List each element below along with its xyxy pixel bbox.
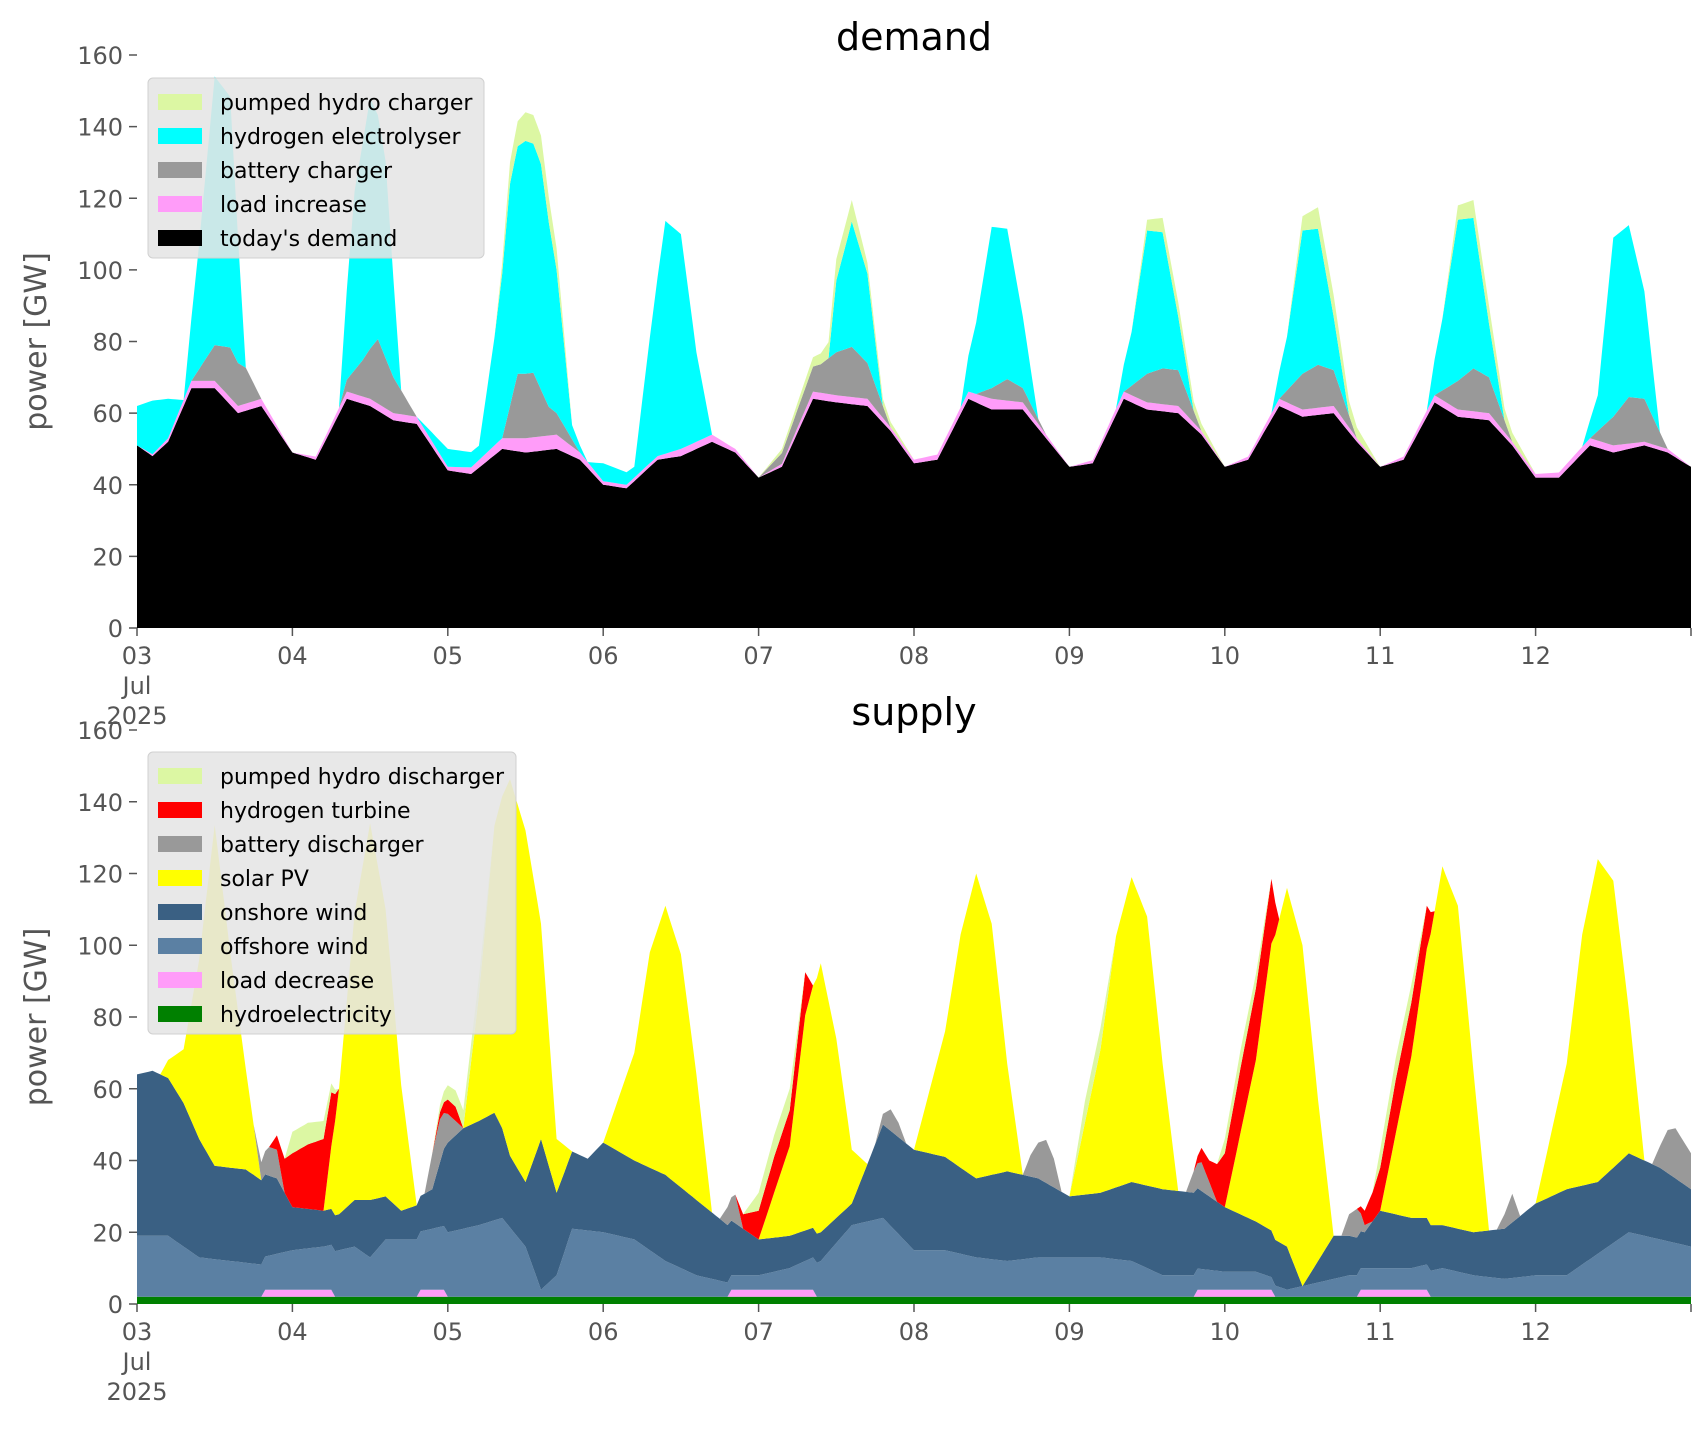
y-tick-label: 60: [92, 400, 123, 428]
legend-label: today's demand: [220, 227, 397, 252]
x-tick-label: 04: [277, 1318, 308, 1346]
y-tick-label: 120: [77, 185, 123, 213]
x-tick-label: 11: [1365, 642, 1396, 670]
area-load-decrease: [137, 1289, 1691, 1297]
chart-title: demand: [836, 15, 992, 59]
x-tick-label: 12: [1520, 642, 1551, 670]
y-tick-label: 20: [92, 1219, 123, 1247]
panel-supply: supply power [GW] 0 20 40 60 80 100 120 140 160 03J…: [19, 690, 1692, 1406]
y-tick-label: 80: [92, 1004, 123, 1032]
legend-label: battery charger: [220, 159, 393, 184]
legend-label: load increase: [220, 193, 367, 218]
y-tick-label: 0: [108, 615, 123, 643]
panel-demand: demand power [GW] 0 20 40 60 80 100 120 140 160 03J…: [19, 15, 1692, 730]
legend-label: pumped hydro charger: [220, 91, 473, 116]
legend-swatch: [158, 802, 202, 818]
legend-label: hydroelectricity: [220, 1003, 392, 1028]
area-hydrogen-electrolyser: [137, 76, 1691, 485]
legend-label: hydrogen electrolyser: [220, 125, 461, 150]
x-tick-label: 08: [899, 1318, 930, 1346]
y-tick-label: 0: [108, 1291, 123, 1319]
legend-swatch: [158, 162, 202, 178]
legend-label: load decrease: [220, 969, 374, 994]
x-tick-label: 06: [588, 1318, 619, 1346]
area-onshore-wind: [137, 1070, 1691, 1290]
y-tick-label: 40: [92, 472, 123, 500]
legend-label: solar PV: [220, 867, 309, 892]
legend-label: hydrogen turbine: [220, 799, 411, 824]
y-tick-label: 60: [92, 1076, 123, 1104]
x-tick-label: 09: [1054, 642, 1085, 670]
y-axis-label: power [GW]: [19, 928, 54, 1107]
y-tick-label: 140: [77, 114, 123, 142]
x-tick-label: 2025: [106, 702, 167, 730]
legend-box: [147, 751, 517, 1035]
area-layers: [137, 779, 1691, 1304]
y-tick-label: 100: [77, 257, 123, 285]
legend: pumped hydro discharger hydrogen turbine b…: [147, 751, 517, 1035]
y-tick-label: 40: [92, 1148, 123, 1176]
y-tick-label: 160: [77, 717, 123, 745]
x-tick-label: 2025: [106, 1378, 167, 1406]
legend-swatch: [158, 904, 202, 920]
area-hydroelectricity: [137, 1296, 1691, 1304]
area-load-increase: [137, 380, 1691, 489]
legend-swatch: [158, 128, 202, 144]
x-tick-label: 03: [122, 642, 153, 670]
area-layers: [137, 76, 1691, 628]
x-tick-label: 12: [1520, 1318, 1551, 1346]
legend-swatch: [158, 938, 202, 954]
legend-swatch: [158, 196, 202, 212]
y-tick-label: 140: [77, 789, 123, 817]
y-tick-label: 80: [92, 329, 123, 357]
legend-swatch: [158, 230, 202, 246]
x-tick-label: 11: [1365, 1318, 1396, 1346]
area-battery-charger: [137, 339, 1691, 485]
x-tick-label: 10: [1210, 642, 1241, 670]
legend-swatch: [158, 836, 202, 852]
y-tick-label: 100: [77, 932, 123, 960]
legend-label: battery discharger: [220, 833, 425, 858]
area-hydrogen-turbine: [137, 779, 1691, 1240]
x-tick-label: Jul: [121, 1348, 152, 1376]
legend-label: pumped hydro discharger: [220, 765, 505, 790]
x-tick-label: 03: [122, 1318, 153, 1346]
y-axis-label: power [GW]: [19, 252, 54, 431]
y-tick-label: 20: [92, 543, 123, 571]
x-tick-label: 07: [743, 642, 774, 670]
y-tick-label: 120: [77, 861, 123, 889]
x-tick-label: 04: [277, 642, 308, 670]
x-tick-label: 09: [1054, 1318, 1085, 1346]
x-tick-label: Jul: [121, 672, 152, 700]
y-tick-label: 160: [77, 42, 123, 70]
x-tick-label: 07: [743, 1318, 774, 1346]
legend-swatch: [158, 94, 202, 110]
x-tick-label: 06: [588, 642, 619, 670]
legend-box: [147, 77, 485, 259]
x-tick-label: 05: [433, 642, 464, 670]
x-tick-label: 05: [433, 1318, 464, 1346]
legend-swatch: [158, 768, 202, 784]
legend-swatch: [158, 870, 202, 886]
area-solar-pv: [137, 779, 1691, 1287]
chart-title: supply: [851, 690, 976, 734]
legend-label: onshore wind: [220, 901, 367, 926]
legend-swatch: [158, 1006, 202, 1022]
x-tick-label: 08: [899, 642, 930, 670]
legend: pumped hydro charger hydrogen electrolyse…: [147, 77, 485, 259]
area-offshore-wind: [137, 1217, 1691, 1297]
area-today-s-demand: [137, 388, 1691, 628]
legend-swatch: [158, 972, 202, 988]
legend-label: offshore wind: [220, 935, 369, 960]
x-tick-label: 10: [1210, 1318, 1241, 1346]
